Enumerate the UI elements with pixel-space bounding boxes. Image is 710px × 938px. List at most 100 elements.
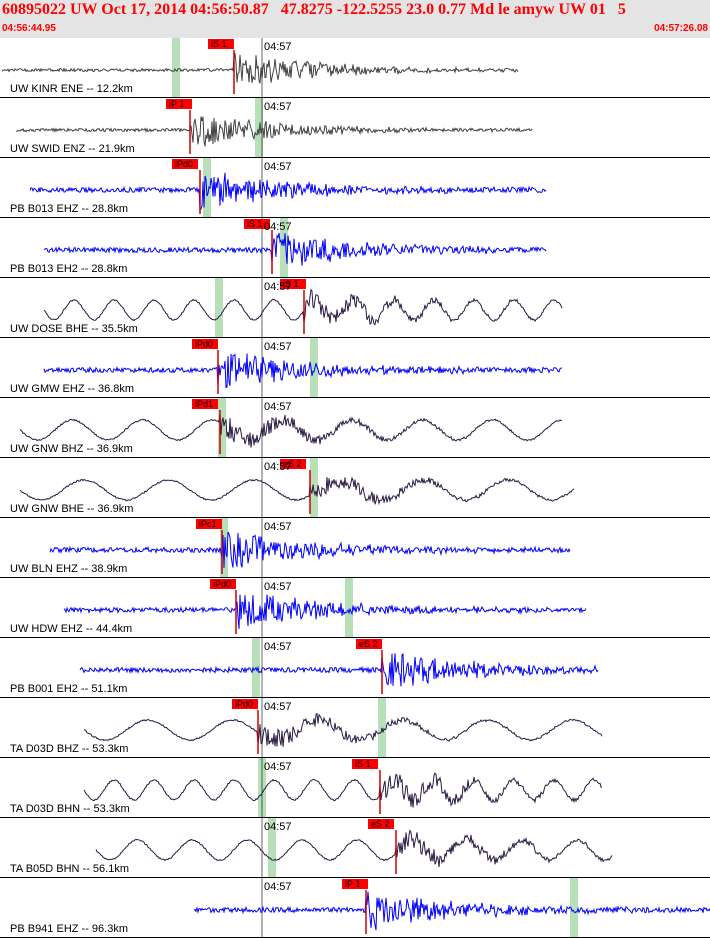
pick-box[interactable] [244,219,270,229]
pick-box[interactable] [172,159,198,169]
minute-label: 04:57 [264,581,292,593]
trace-row[interactable]: eS 2 04:57 TA B05D BHN -- 56.1km [0,818,710,878]
station-label: UW SWID ENZ -- 21.9km [10,143,135,155]
minute-label: 04:57 [264,161,292,173]
minute-label: 04:57 [264,101,292,113]
pick-box[interactable] [208,39,234,49]
pick-box[interactable] [192,339,218,349]
pick-label: eS 2 [371,819,390,829]
trace-row[interactable]: iS 1 04:57 UW KINR ENE -- 12.2km [0,38,710,98]
pick-window [570,878,578,938]
pick-box[interactable] [210,579,236,589]
pick-label: iS 1 [211,39,227,49]
waveform [43,353,563,389]
pick-label: iPd0 [235,699,253,709]
pick-box[interactable] [166,99,192,109]
station-label: PB B013 EH2 -- 28.8km [10,263,127,275]
station-label: UW HDW EHZ -- 44.4km [10,623,132,635]
pick-label: iPd0 [175,159,193,169]
pick-label: iS 1 [247,219,263,229]
waveform [83,712,603,747]
pick-box[interactable] [352,759,378,769]
waveform [44,232,547,266]
pick-label: iPd1 [195,399,213,409]
pick-box[interactable] [342,879,368,889]
station-label: TA D03D BHZ -- 53.3km [10,743,128,755]
end-time: 04:57:26.08 [654,23,708,34]
trace-row[interactable]: iS 1 04:57 TA D03D BHN -- 53.3km [0,758,710,818]
pick-label: iPd0 [213,579,231,589]
pick-box[interactable] [280,279,306,289]
trace-row[interactable]: iPd0 04:57 TA D03D BHZ -- 53.3km [0,698,710,758]
pick-window [310,338,318,398]
pick-box[interactable] [196,519,222,529]
minute-label: 04:57 [264,401,292,413]
station-label: UW DOSE BHE -- 35.5km [10,323,138,335]
waveform [19,414,563,448]
pick-box[interactable] [232,699,258,709]
station-label: UW GMW EHZ -- 36.8km [10,383,134,395]
pick-window [255,98,263,158]
waveform [43,288,563,326]
pick-box[interactable] [356,639,382,649]
pick-window [345,578,353,638]
trace-row[interactable]: iS 1 04:57 PB B013 EH2 -- 28.8km [0,218,710,278]
pick-box[interactable] [192,399,218,409]
pick-window [268,818,276,878]
pick-label: eS 2 [359,639,378,649]
waveform [95,829,613,867]
start-time: 04:56:44.95 [2,23,56,34]
minute-label: 04:57 [264,341,292,353]
pick-label: eS 2 [283,459,302,469]
station-label: UW BLN EHZ -- 38.9km [10,563,127,575]
trace-row[interactable]: iPd0 04:57 UW HDW EHZ -- 44.4km [0,578,710,638]
pick-window [280,218,288,278]
trace-row[interactable]: iP 1 04:57 UW SWID ENZ -- 21.9km [0,98,710,158]
waveform [19,476,575,506]
pick-label: iP 1 [345,879,360,889]
waveform [79,653,599,687]
trace-row[interactable]: iPd0 04:57 PB B013 EHZ -- 28.8km [0,158,710,218]
pick-label: iPd0 [195,339,213,349]
pick-window [220,518,228,578]
station-label: PB B941 EHZ -- 96.3km [10,923,128,935]
minute-label: 04:57 [264,281,292,293]
station-label: UW GNW BHZ -- 36.9km [10,443,133,455]
trace-row[interactable]: iS 104:57 UW DOSE BHE -- 35.5km [0,278,710,338]
minute-label: 04:57 [264,701,292,713]
waveform [15,116,533,147]
minute-label: 04:57 [264,821,292,833]
event-title: 60895022 UW Oct 17, 2014 04:56:50.87 47.… [2,1,626,18]
waveform [63,594,587,630]
station-label: UW KINR ENE -- 12.2km [10,83,133,95]
pick-label: iPc1 [199,519,217,529]
pick-window [215,278,223,338]
waveform [29,172,547,212]
pick-box[interactable] [280,459,306,469]
trace-row[interactable]: eS 204:57 UW GNW BHE -- 36.9km [0,458,710,518]
station-label: TA B05D BHN -- 56.1km [10,863,129,875]
header-bar: 60895022 UW Oct 17, 2014 04:56:50.87 47.… [0,0,710,38]
station-label: TA D03D BHN -- 53.3km [10,803,130,815]
waveform [83,772,603,808]
minute-label: 04:57 [264,641,292,653]
station-label: UW GNW BHE -- 36.9km [10,503,133,515]
minute-label: 04:57 [264,221,292,233]
station-label: PB B013 EHZ -- 28.8km [10,203,128,215]
pick-label: iS 1 [355,759,371,769]
minute-label: 04:57 [264,761,292,773]
trace-row[interactable]: iPc1 04:57 UW BLN EHZ -- 38.9km [0,518,710,578]
trace-row[interactable]: iP 1 04:57 PB B941 EHZ -- 96.3km [0,878,710,938]
pick-label: iP 1 [169,99,184,109]
minute-label: 04:57 [264,521,292,533]
trace-row[interactable]: iPd1 04:57 UW GNW BHZ -- 36.9km [0,398,710,458]
waveform [1,53,519,84]
pick-window [172,38,180,98]
trace-row[interactable]: eS 2 04:57 PB B001 EH2 -- 51.1km [0,638,710,698]
trace-row[interactable]: iPd0 04:57 UW GMW EHZ -- 36.8km [0,338,710,398]
pick-box[interactable] [368,819,394,829]
waveform [193,891,710,931]
pick-label: iS 1 [283,279,299,289]
minute-label: 04:57 [264,461,292,473]
